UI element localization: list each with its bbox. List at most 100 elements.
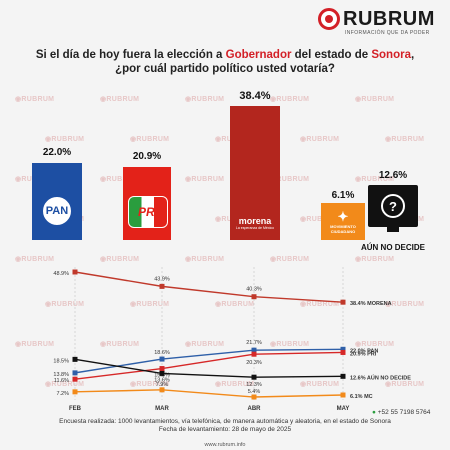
watermark-text: ◉RUBRUM — [270, 176, 310, 183]
data-label: 12.6% AÚN NO DECIDE — [350, 374, 411, 381]
watermark-text: ◉RUBRUM — [100, 256, 140, 263]
data-point — [72, 370, 78, 376]
footer-line2: Fecha de levantamiento: 28 de mayo de 20… — [158, 426, 292, 433]
watermark-text: ◉RUBRUM — [300, 301, 340, 308]
data-point — [72, 269, 78, 275]
data-point — [340, 299, 346, 305]
data-label: 38.4% MORENA — [350, 301, 392, 307]
watermark-text: ◉RUBRUM — [270, 96, 310, 103]
watermark-text: ◉RUBRUM — [45, 136, 85, 143]
question-part1: Si el día de hoy fuera la elección a — [35, 49, 226, 61]
data-point — [159, 366, 165, 372]
morena-logo-text: morena — [238, 216, 272, 226]
watermark-text: ◉RUBRUM — [185, 256, 225, 263]
watermark-text: ◉RUBRUM — [355, 96, 395, 103]
data-label: 7.2% — [56, 391, 69, 397]
watermark-text: ◉RUBRUM — [355, 256, 395, 263]
x-tick-label: FEB — [69, 406, 82, 412]
x-tick-label: ABR — [248, 406, 262, 412]
watermark-text: ◉RUBRUM — [130, 301, 170, 308]
data-point — [72, 389, 78, 395]
bar-value-label: 12.6% — [378, 170, 408, 181]
data-label: 7.9% — [156, 382, 169, 388]
morena-logo: morena La esperanza de México — [231, 214, 279, 234]
watermark-text: ◉RUBRUM — [385, 301, 425, 308]
morena-logo-subtext: La esperanza de México — [235, 226, 275, 230]
watermark-text: ◉RUBRUM — [185, 341, 225, 348]
watermark-text: ◉RUBRUM — [15, 96, 55, 103]
data-point — [251, 374, 257, 380]
data-point — [340, 392, 346, 398]
watermark-text: ◉RUBRUM — [15, 256, 55, 263]
data-label: 13.6% — [154, 377, 170, 383]
watermark-text: ◉RUBRUM — [300, 216, 340, 223]
question-part3: , — [410, 49, 415, 61]
data-label: 18.6% — [154, 350, 170, 356]
data-point — [251, 294, 257, 300]
whatsapp-icon: ● — [372, 409, 376, 416]
watermark-text: ◉RUBRUM — [185, 96, 225, 103]
survey-question: Si el día de hoy fuera la elección a Gob… — [0, 48, 450, 76]
pri-logo: PRI — [128, 196, 168, 228]
watermark-text: ◉RUBRUM — [215, 381, 255, 388]
watermark-text: ◉RUBRUM — [100, 341, 140, 348]
watermark-text: ◉RUBRUM — [270, 341, 310, 348]
line-chart: FEB MAR ABR MAY 48.9% 43.9% 40.3% 38.4% MORENA 1… — [53, 267, 411, 412]
bar-morena — [230, 106, 280, 240]
footer-methodology: Encuesta realizada: 1000 levantamientos,… — [0, 418, 450, 434]
watermark-text: ◉RUBRUM — [355, 176, 395, 183]
brand-name: RUBRUM — [343, 8, 435, 30]
watermark-text: ◉RUBRUM — [300, 136, 340, 143]
watermark-text: ◉RUBRUM — [45, 301, 85, 308]
data-label: 20.9% PRI — [350, 351, 377, 357]
question-line2: ¿por cuál partido político usted votaría… — [115, 63, 335, 75]
data-point — [340, 373, 346, 379]
data-point — [159, 283, 165, 289]
watermark-text: ◉RUBRUM — [15, 341, 55, 348]
watermark-text: ◉RUBRUM — [130, 136, 170, 143]
data-point — [251, 394, 257, 400]
watermark-text: ◉RUBRUM — [355, 341, 395, 348]
person-silhouette-icon: ? — [381, 194, 405, 218]
data-point — [251, 351, 257, 357]
watermark-text: ◉RUBRUM — [215, 301, 255, 308]
watermark-text: ◉RUBRUM — [300, 381, 340, 388]
watermark-text: ◉RUBRUM — [270, 256, 310, 263]
watermark-text: ◉RUBRUM — [130, 381, 170, 388]
data-label: 13.8% — [53, 372, 69, 378]
phone-number: +52 55 7198 5764 — [377, 409, 431, 416]
data-label: 21.7% — [246, 340, 262, 346]
question-highlight-gobernador: Gobernador — [225, 49, 292, 61]
watermark-text: ◉RUBRUM — [185, 176, 225, 183]
data-label: 6.1% MC — [350, 394, 373, 400]
bar-value-label: 38.4% — [239, 90, 271, 102]
bar-value-label: 22.0% — [42, 147, 72, 159]
brand-tagline: INFORMACIÓN QUE DA PODER — [345, 30, 430, 36]
eagle-icon: ✦ — [337, 208, 349, 224]
watermark-text: ◉RUBRUM — [385, 381, 425, 388]
brand-logo-icon — [318, 8, 340, 30]
watermark-text: ◉RUBRUM — [100, 96, 140, 103]
data-label: 20.3% — [246, 360, 262, 366]
footer-url: www.rubrum.info — [204, 442, 246, 448]
mc-logo: ✦ MOVIMIENTO CIUDADANO — [321, 203, 365, 240]
undecided-stand — [387, 227, 399, 232]
bar-value-label: 6.1% — [331, 190, 355, 201]
contact-phone: ● +52 55 7198 5764 — [372, 409, 430, 416]
undecided-icon: ? — [368, 185, 418, 227]
data-point — [159, 387, 165, 393]
data-point — [159, 356, 165, 362]
pan-logo: PAN — [40, 194, 74, 228]
brand-logo: RUBRUM INFORMACIÓN QUE DA PODER — [318, 8, 444, 36]
series-line-morena — [74, 271, 344, 303]
data-point — [72, 376, 78, 382]
data-label: 40.3% — [246, 287, 262, 293]
undecided-label: AÚN NO DECIDE — [360, 243, 425, 252]
data-point — [340, 349, 346, 355]
data-label: 18.5% — [53, 358, 69, 364]
series-line-pri — [74, 351, 344, 380]
question-highlight-sonora: Sonora — [371, 49, 411, 61]
mc-logo-text: MOVIMIENTO CIUDADANO — [330, 223, 356, 234]
data-point — [251, 347, 257, 353]
footer-line1: Encuesta realizada: 1000 levantamientos,… — [59, 418, 391, 425]
